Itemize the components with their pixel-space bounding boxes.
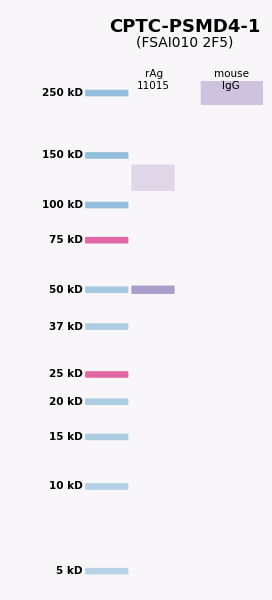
FancyBboxPatch shape [85,152,128,159]
Text: 75 kD: 75 kD [49,235,83,245]
Text: 5 kD: 5 kD [57,566,83,576]
FancyBboxPatch shape [85,398,128,405]
Text: 50 kD: 50 kD [49,285,83,295]
Text: 10 kD: 10 kD [49,481,83,491]
FancyBboxPatch shape [85,286,128,293]
FancyBboxPatch shape [131,286,175,294]
FancyBboxPatch shape [85,434,128,440]
Text: 100 kD: 100 kD [42,200,83,210]
FancyBboxPatch shape [85,483,128,490]
Text: 37 kD: 37 kD [49,322,83,332]
FancyBboxPatch shape [131,164,175,191]
Text: 250 kD: 250 kD [42,88,83,98]
Text: 150 kD: 150 kD [42,151,83,160]
FancyBboxPatch shape [85,323,128,330]
FancyBboxPatch shape [201,81,263,105]
Text: 20 kD: 20 kD [49,397,83,407]
FancyBboxPatch shape [85,90,128,97]
FancyBboxPatch shape [85,202,128,208]
Text: (FSAI010 2F5): (FSAI010 2F5) [136,35,234,49]
Text: 15 kD: 15 kD [49,432,83,442]
Text: rAg
11015: rAg 11015 [137,69,170,91]
FancyBboxPatch shape [85,568,128,575]
Text: mouse
IgG: mouse IgG [214,69,249,91]
FancyBboxPatch shape [85,371,128,378]
Text: CPTC-PSMD4-1: CPTC-PSMD4-1 [109,18,261,36]
FancyBboxPatch shape [85,237,128,244]
Text: 25 kD: 25 kD [49,370,83,379]
